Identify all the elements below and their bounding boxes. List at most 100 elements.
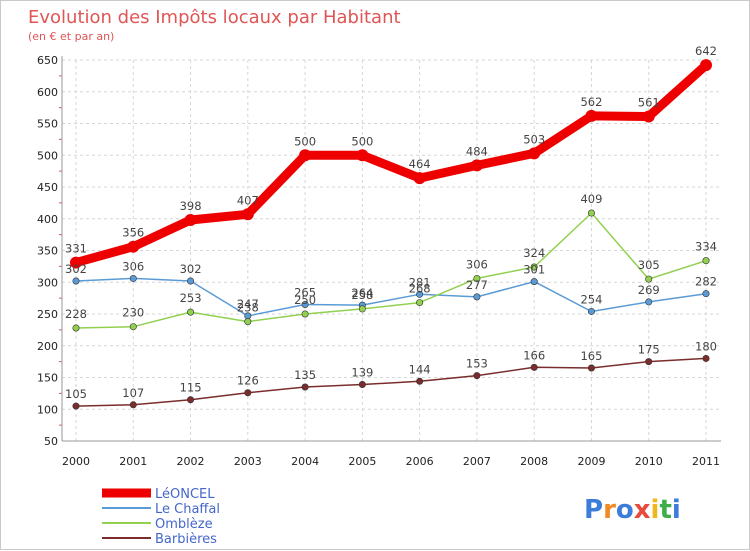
data-point <box>301 310 309 318</box>
data-point <box>358 380 366 388</box>
logo-letter: i <box>672 495 681 525</box>
series-layer <box>70 59 712 410</box>
data-label: 562 <box>580 95 602 109</box>
label-layer: 331 356 398 407 500 500 464 484 503 562 561 642 302 3… <box>65 44 717 401</box>
data-label: 166 <box>523 348 545 362</box>
series-line <box>75 212 707 329</box>
data-label: 356 <box>122 226 144 240</box>
data-point <box>72 324 80 332</box>
data-point <box>587 364 595 372</box>
data-point <box>299 149 312 162</box>
data-label: 254 <box>580 292 602 306</box>
y-tick-label: 50 <box>44 435 58 448</box>
data-point <box>129 401 137 409</box>
data-point <box>416 290 424 298</box>
data-point <box>702 354 710 362</box>
data-label: 306 <box>466 257 488 271</box>
data-point <box>413 172 426 185</box>
data-point <box>70 256 82 269</box>
x-tick-label: 2000 <box>62 455 90 468</box>
x-tick-label: 2001 <box>119 455 147 468</box>
chart-title: Evolution des Impôts locaux par Habitant <box>28 7 401 28</box>
data-label: 126 <box>237 374 259 388</box>
grid-layer <box>62 59 721 442</box>
data-label: 144 <box>409 362 431 376</box>
data-label: 500 <box>351 134 373 148</box>
data-point <box>587 209 595 217</box>
x-tick-label: 2010 <box>635 455 663 468</box>
data-label: 165 <box>580 349 602 363</box>
data-label: 484 <box>466 144 488 158</box>
proxiti-logo: Proxiti <box>584 495 681 525</box>
series-line <box>75 357 707 407</box>
logo-letter: i <box>651 495 660 525</box>
logo-letter: o <box>616 495 634 525</box>
logo-letter: r <box>603 495 616 525</box>
x-tick-label: 2003 <box>234 455 262 468</box>
y-tick-label: 300 <box>37 276 58 289</box>
data-label: 409 <box>580 192 602 206</box>
data-point <box>528 147 541 160</box>
data-label: 464 <box>409 157 431 171</box>
data-label: 500 <box>294 134 316 148</box>
data-point <box>356 149 369 162</box>
data-label: 269 <box>638 283 660 297</box>
logo-letter: P <box>584 495 603 525</box>
data-point <box>358 305 366 313</box>
data-point <box>700 59 712 72</box>
data-point <box>72 402 80 410</box>
data-point <box>244 389 252 397</box>
data-point <box>642 110 655 123</box>
data-point <box>416 377 424 385</box>
data-label: 398 <box>180 199 202 213</box>
legend-entry: Le Chaffal <box>155 502 220 517</box>
data-label: 561 <box>638 96 660 110</box>
data-label: 306 <box>122 259 144 273</box>
data-label: 334 <box>695 240 717 254</box>
x-tick-label: 2005 <box>348 455 376 468</box>
x-tick-label: 2008 <box>520 455 548 468</box>
data-label: 302 <box>180 262 202 276</box>
data-label: 115 <box>180 381 202 395</box>
data-point <box>645 358 653 366</box>
legend-entry: Barbières <box>155 532 217 547</box>
legend-entry: Omblèze <box>155 517 213 532</box>
data-label: 135 <box>294 368 316 382</box>
data-label: 107 <box>122 386 144 400</box>
series-line <box>71 60 711 268</box>
data-point <box>645 298 653 306</box>
data-point <box>702 257 710 265</box>
data-label: 180 <box>695 339 717 353</box>
data-point <box>127 240 140 253</box>
x-tick-label: 2009 <box>577 455 605 468</box>
axis-layer: 50 100 150 200 250 300 350 400 450 500 550 600 650 20… <box>37 54 721 468</box>
y-tick-label: 250 <box>37 308 58 321</box>
data-label: 250 <box>294 293 316 307</box>
data-label: 407 <box>237 193 259 207</box>
y-tick-label: 600 <box>37 86 58 99</box>
data-label: 175 <box>638 343 660 357</box>
data-point <box>645 275 653 283</box>
x-tick-label: 2002 <box>177 455 205 468</box>
y-tick-label: 200 <box>37 340 58 353</box>
data-point <box>244 318 252 326</box>
y-tick-label: 150 <box>37 372 58 385</box>
logo-letter: x <box>634 495 651 525</box>
data-point <box>72 277 80 285</box>
data-point <box>473 293 481 301</box>
data-label: 642 <box>695 44 717 58</box>
data-label: 282 <box>695 275 717 289</box>
data-point <box>702 290 710 298</box>
x-tick-label: 2007 <box>463 455 491 468</box>
y-tick-label: 400 <box>37 213 58 226</box>
data-point <box>473 274 481 282</box>
data-point <box>470 159 483 172</box>
data-label: 331 <box>65 242 87 256</box>
data-label: 153 <box>466 357 488 371</box>
legend-entry: LéONCEL <box>155 487 215 502</box>
data-label: 281 <box>409 275 431 289</box>
logo-letter: t <box>659 495 671 525</box>
